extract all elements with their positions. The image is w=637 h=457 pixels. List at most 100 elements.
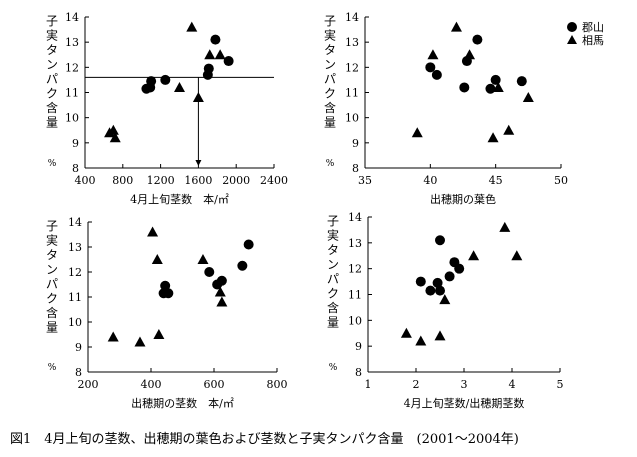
- point-koriyama: [163, 288, 174, 299]
- point-soma: [511, 250, 523, 261]
- point-soma: [427, 49, 439, 60]
- point-soma: [400, 327, 412, 338]
- y-axis-label-char: 子: [46, 14, 58, 28]
- y-axis-label-char: 子: [327, 214, 339, 228]
- y-tick-label: 14: [65, 11, 79, 24]
- legend-label-koriyama: 郡山: [582, 21, 604, 34]
- point-soma: [450, 21, 462, 32]
- x-axis-label: 出穂期の葉色: [430, 192, 496, 206]
- x-tick-label: 200: [78, 378, 99, 391]
- y-tick-label: 12: [68, 266, 82, 279]
- point-soma: [214, 286, 226, 297]
- point-koriyama: [459, 82, 470, 93]
- y-tick-label: 8: [75, 366, 82, 379]
- panel-3: 8 9 10 11 12 13 14 200 400 600 800 出穂期の茎数 本/㎡ 子実タンパク…: [46, 216, 288, 410]
- y-axis-label-char: 量: [327, 316, 339, 330]
- y-axis-label-char: 量: [324, 116, 336, 130]
- y-tick-label: 14: [345, 11, 359, 24]
- y-tick-label: 12: [348, 263, 362, 276]
- panel-2: 8 9 10 11 12 13 14 35 40 45 50 出穂期の葉色 子実タンパク含量%: [324, 11, 568, 206]
- point-soma: [107, 331, 119, 342]
- point-soma: [464, 49, 476, 60]
- y-axis-label-char: 量: [46, 116, 58, 130]
- y-tick-label: 12: [345, 61, 359, 74]
- y-tick-label: 11: [345, 87, 359, 100]
- y-tick-label: 9: [352, 137, 359, 150]
- y-axis-label-char: 実: [46, 233, 58, 248]
- reference-arrowhead: [195, 160, 202, 166]
- y-axis-label-char: パ: [324, 72, 336, 86]
- point-soma: [415, 335, 427, 346]
- point-koriyama: [432, 277, 443, 288]
- point-soma: [216, 296, 228, 307]
- y-tick-label: 13: [65, 36, 79, 49]
- y-tick-label: 12: [65, 61, 79, 74]
- x-tick-label: 50: [554, 174, 568, 187]
- point-soma: [151, 254, 163, 264]
- y-axis-label-char: パ: [46, 277, 58, 291]
- point-koriyama: [237, 260, 248, 271]
- point-koriyama: [485, 83, 496, 94]
- point-koriyama: [444, 271, 455, 282]
- point-soma: [434, 330, 446, 341]
- point-koriyama: [431, 69, 442, 80]
- x-tick-label: 400: [141, 378, 162, 391]
- legend-circle-marker: [567, 22, 577, 32]
- point-koriyama: [516, 76, 527, 87]
- point-koriyama: [454, 263, 465, 274]
- x-tick-label: 40: [423, 174, 437, 187]
- y-tick-label: 10: [345, 112, 359, 125]
- y-tick-label: 13: [348, 237, 362, 250]
- y-axis-label-char: ン: [327, 258, 339, 272]
- y-axis-label-char: タ: [324, 43, 336, 57]
- legend: 郡山 相馬: [567, 21, 604, 47]
- y-tick-label: 8: [352, 162, 359, 175]
- y-axis-label-char: 子: [46, 219, 58, 233]
- y-axis-label-char: 実: [327, 228, 339, 243]
- y-axis-label-char: ン: [46, 58, 58, 72]
- point-soma: [503, 124, 515, 135]
- y-axis-unit: %: [48, 363, 57, 373]
- y-tick-label: 14: [348, 211, 362, 224]
- point-koriyama: [243, 239, 254, 250]
- point-koriyama: [204, 267, 215, 277]
- point-koriyama: [216, 275, 227, 286]
- y-axis-label-char: 含: [327, 300, 339, 315]
- point-koriyama: [435, 235, 445, 246]
- point-koriyama: [425, 285, 436, 296]
- y-tick-label: 13: [68, 241, 82, 254]
- y-tick-label: 11: [68, 291, 82, 304]
- y-axis-label-char: ク: [327, 287, 339, 301]
- x-axis-label: 4月上旬茎数 本/㎡: [130, 192, 229, 206]
- y-tick-label: 10: [348, 314, 362, 327]
- point-soma: [522, 92, 534, 103]
- y-tick-label: 10: [65, 112, 79, 125]
- y-tick-label: 9: [355, 340, 362, 353]
- y-axis-label-char: タ: [46, 43, 58, 57]
- point-soma: [107, 124, 119, 135]
- y-tick-label: 10: [68, 316, 82, 329]
- point-soma: [109, 132, 121, 143]
- point-koriyama: [160, 74, 171, 85]
- y-axis-label-char: 実: [324, 28, 336, 43]
- x-tick-label: 1600: [184, 174, 212, 187]
- y-axis-label-char: 含: [324, 100, 336, 115]
- y-tick-label: 8: [72, 162, 79, 175]
- x-tick-label: 1: [365, 378, 372, 391]
- x-axis-label: 4月上旬茎数/出穂期茎数: [404, 396, 525, 410]
- point-soma: [492, 81, 504, 92]
- point-soma: [487, 132, 499, 143]
- x-tick-label: 1200: [147, 174, 175, 187]
- x-tick-label: 35: [358, 174, 372, 187]
- point-koriyama: [425, 62, 436, 73]
- y-axis-unit: %: [326, 159, 335, 169]
- panel-1: 8 9 10 11 12 13 14 400 800 1200 1600 2000 2400 4月上旬茎数…: [46, 11, 288, 206]
- y-tick-label: 11: [348, 289, 362, 302]
- point-koriyama: [472, 34, 483, 45]
- figure-caption: 図1 4月上旬の茎数、出穂期の葉色および茎数と子実タンパク含量 (2001〜20…: [10, 431, 519, 447]
- point-koriyama: [435, 285, 445, 296]
- x-tick-label: 4: [509, 378, 516, 391]
- y-axis-label-char: パ: [327, 272, 339, 286]
- x-tick-label: 3: [461, 378, 468, 391]
